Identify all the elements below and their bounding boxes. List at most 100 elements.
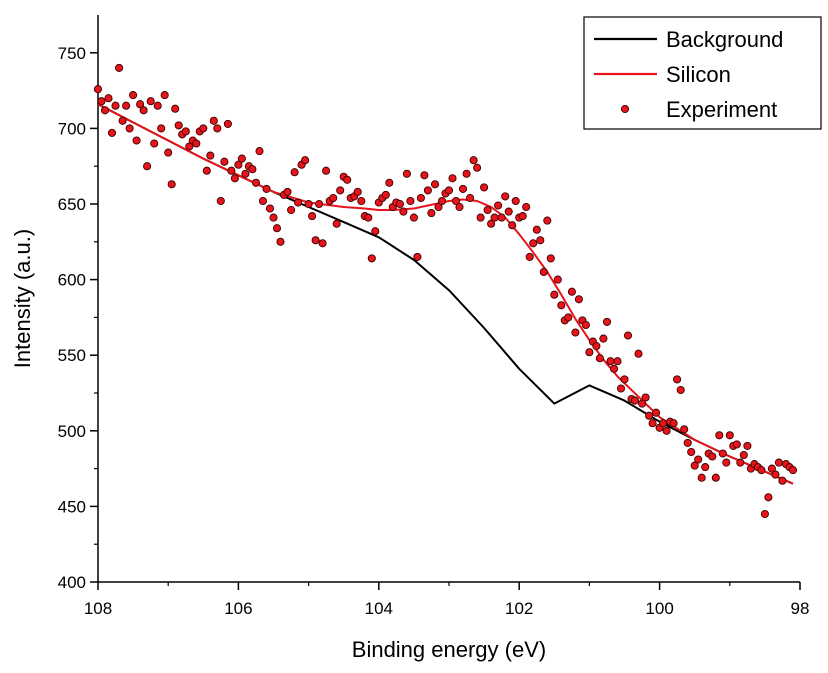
experiment-point bbox=[473, 163, 482, 172]
experiment-point bbox=[616, 384, 626, 393]
experiment-point bbox=[213, 124, 222, 133]
experiment-point bbox=[774, 458, 783, 467]
experiment-point bbox=[451, 196, 461, 206]
experiment-point bbox=[220, 157, 229, 166]
experiment-point bbox=[136, 100, 145, 109]
experiment-point bbox=[395, 199, 404, 209]
experiment-point bbox=[93, 85, 103, 94]
experiment-point bbox=[708, 452, 717, 461]
experiment-point bbox=[332, 219, 341, 228]
experiment-point bbox=[652, 408, 661, 417]
experiment-point bbox=[546, 254, 555, 263]
experiment-point bbox=[701, 463, 710, 472]
experiment-point bbox=[164, 148, 173, 157]
experiment-point bbox=[381, 190, 390, 199]
experiment-point bbox=[276, 237, 285, 246]
experiment-point bbox=[494, 201, 503, 210]
experiment-point bbox=[308, 212, 317, 221]
experiment-point bbox=[630, 396, 640, 405]
legend-experiment-swatch bbox=[620, 104, 630, 114]
experiment-point bbox=[641, 393, 650, 402]
experiment-point bbox=[571, 328, 580, 337]
y-tick-label: 550 bbox=[58, 346, 86, 365]
experiment-point bbox=[469, 156, 478, 165]
experiment-point bbox=[167, 180, 176, 189]
experiment-point bbox=[718, 449, 727, 458]
experiment-point bbox=[501, 192, 510, 201]
experiment-point bbox=[557, 301, 566, 310]
silicon-line bbox=[97, 103, 794, 485]
experiment-point bbox=[487, 219, 496, 228]
experiment-point bbox=[788, 466, 798, 475]
experiment-point bbox=[181, 127, 190, 136]
experiment-point bbox=[192, 139, 201, 148]
experiment-point bbox=[771, 470, 780, 479]
experiment-point bbox=[683, 438, 692, 447]
experiment-point bbox=[437, 196, 447, 206]
experiment-points bbox=[93, 63, 798, 519]
experiment-point bbox=[399, 207, 408, 216]
y-tick-label: 500 bbox=[58, 422, 86, 441]
experiment-point bbox=[697, 473, 706, 482]
experiment-point bbox=[371, 227, 380, 236]
experiment-point bbox=[543, 216, 552, 225]
experiment-point bbox=[736, 458, 745, 467]
experiment-point bbox=[409, 213, 418, 222]
experiment-point bbox=[150, 139, 159, 148]
experiment-point bbox=[287, 205, 296, 215]
background-line bbox=[97, 103, 794, 485]
experiment-point bbox=[143, 162, 152, 171]
experiment-point bbox=[227, 166, 236, 175]
x-tick-label: 98 bbox=[791, 599, 810, 618]
x-tick-label: 102 bbox=[505, 599, 533, 618]
experiment-point bbox=[602, 317, 612, 326]
experiment-point bbox=[760, 509, 769, 519]
experiment-point bbox=[466, 193, 475, 203]
experiment-point bbox=[364, 213, 373, 222]
experiment-point bbox=[725, 431, 734, 440]
experiment-point bbox=[448, 174, 457, 183]
experiment-point bbox=[255, 147, 264, 156]
experiment-point bbox=[283, 187, 292, 196]
experiment-point bbox=[722, 458, 731, 467]
experiment-point bbox=[673, 375, 682, 384]
experiment-point bbox=[413, 252, 422, 261]
experiment-point bbox=[669, 419, 678, 428]
experiment-point bbox=[343, 175, 352, 184]
experiment-point bbox=[251, 178, 261, 187]
experiment-point bbox=[778, 476, 787, 485]
experiment-point bbox=[265, 204, 275, 213]
experiment-point bbox=[532, 225, 541, 234]
experiment-point bbox=[508, 221, 517, 230]
experiment-point bbox=[132, 136, 141, 145]
experiment-point bbox=[202, 166, 211, 175]
legend-silicon-label: Silicon bbox=[666, 62, 731, 87]
experiment-point bbox=[462, 169, 471, 178]
experiment-point bbox=[174, 121, 183, 130]
y-axis-title: Intensity (a.u.) bbox=[10, 229, 35, 368]
experiment-point bbox=[272, 224, 282, 233]
experiment-point bbox=[160, 91, 169, 100]
y-tick-label: 650 bbox=[58, 195, 86, 214]
experiment-point bbox=[522, 202, 531, 212]
experiment-point bbox=[315, 199, 324, 209]
experiment-point bbox=[322, 166, 331, 175]
experiment-point bbox=[539, 267, 548, 277]
experiment-point bbox=[455, 202, 464, 212]
x-axis-title: Binding energy (eV) bbox=[352, 637, 546, 662]
experiment-point bbox=[550, 290, 559, 299]
experiment-point bbox=[518, 212, 527, 221]
experiment-point bbox=[129, 91, 138, 100]
experiment-point bbox=[237, 154, 246, 163]
experiment-point bbox=[599, 334, 608, 343]
experiment-point bbox=[553, 275, 562, 284]
experiment-point bbox=[234, 160, 243, 169]
experiment-point bbox=[564, 313, 573, 322]
experiment-point bbox=[767, 464, 776, 473]
experiment-point bbox=[511, 196, 520, 206]
experiment-point bbox=[732, 440, 741, 449]
experiment-point bbox=[125, 124, 134, 133]
experiment-point bbox=[357, 196, 366, 206]
experiment-point bbox=[402, 169, 411, 178]
